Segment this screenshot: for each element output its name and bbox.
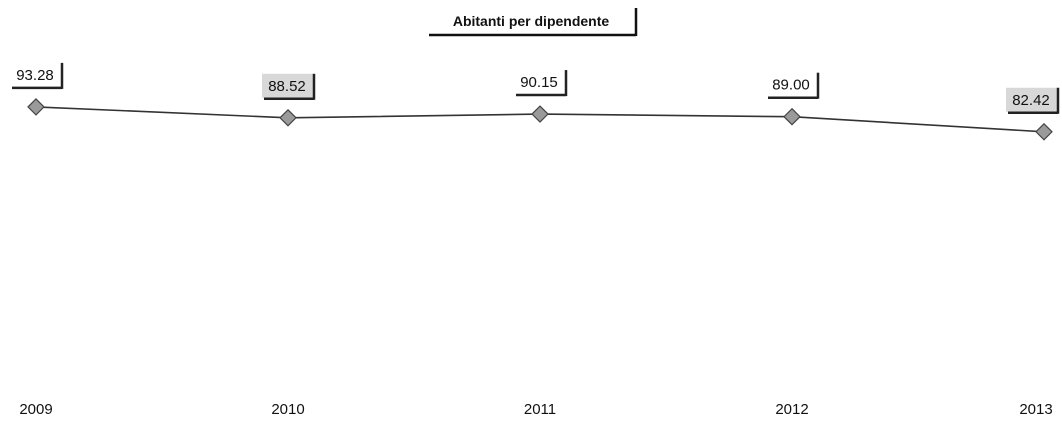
data-label-box — [766, 72, 818, 97]
data-label-box — [514, 70, 566, 95]
data-label: 88.52 — [262, 73, 316, 101]
data-label-text: 88.52 — [268, 78, 306, 95]
data-label-text: 89.00 — [772, 77, 810, 94]
markers-group — [27, 98, 1053, 141]
chart-title: Abitanti per dipendente — [453, 13, 610, 29]
data-label-text: 90.15 — [520, 74, 558, 91]
data-label-box — [262, 73, 314, 98]
data-point-marker — [27, 98, 45, 116]
chart-title-box — [426, 8, 636, 34]
data-label: 82.42 — [1006, 87, 1060, 115]
chart-title-group: Abitanti per dipendente — [426, 8, 638, 37]
x-tick-label: 2011 — [524, 401, 556, 418]
data-labels-group: 93.28 88.52 90.15 89.00 82.42 — [10, 62, 1060, 115]
data-label: 93.28 — [10, 62, 64, 90]
data-point-marker — [1035, 122, 1053, 141]
data-label: 89.00 — [766, 72, 820, 99]
data-label-text: 82.42 — [1012, 92, 1050, 109]
data-point-marker — [279, 108, 297, 127]
data-label-box — [10, 62, 62, 87]
data-label-text: 93.28 — [16, 67, 54, 84]
data-label-box — [1006, 87, 1058, 112]
x-tick-label: 2012 — [775, 401, 808, 418]
x-tick-labels-group: 2009 2010 2011 2012 2013 — [19, 401, 1052, 418]
x-tick-label: 2009 — [19, 401, 52, 418]
data-point-marker — [531, 105, 549, 123]
data-label: 90.15 — [514, 70, 568, 97]
x-tick-label: 2010 — [271, 401, 304, 418]
x-tick-label: 2013 — [1019, 401, 1052, 418]
data-point-marker — [783, 107, 801, 126]
